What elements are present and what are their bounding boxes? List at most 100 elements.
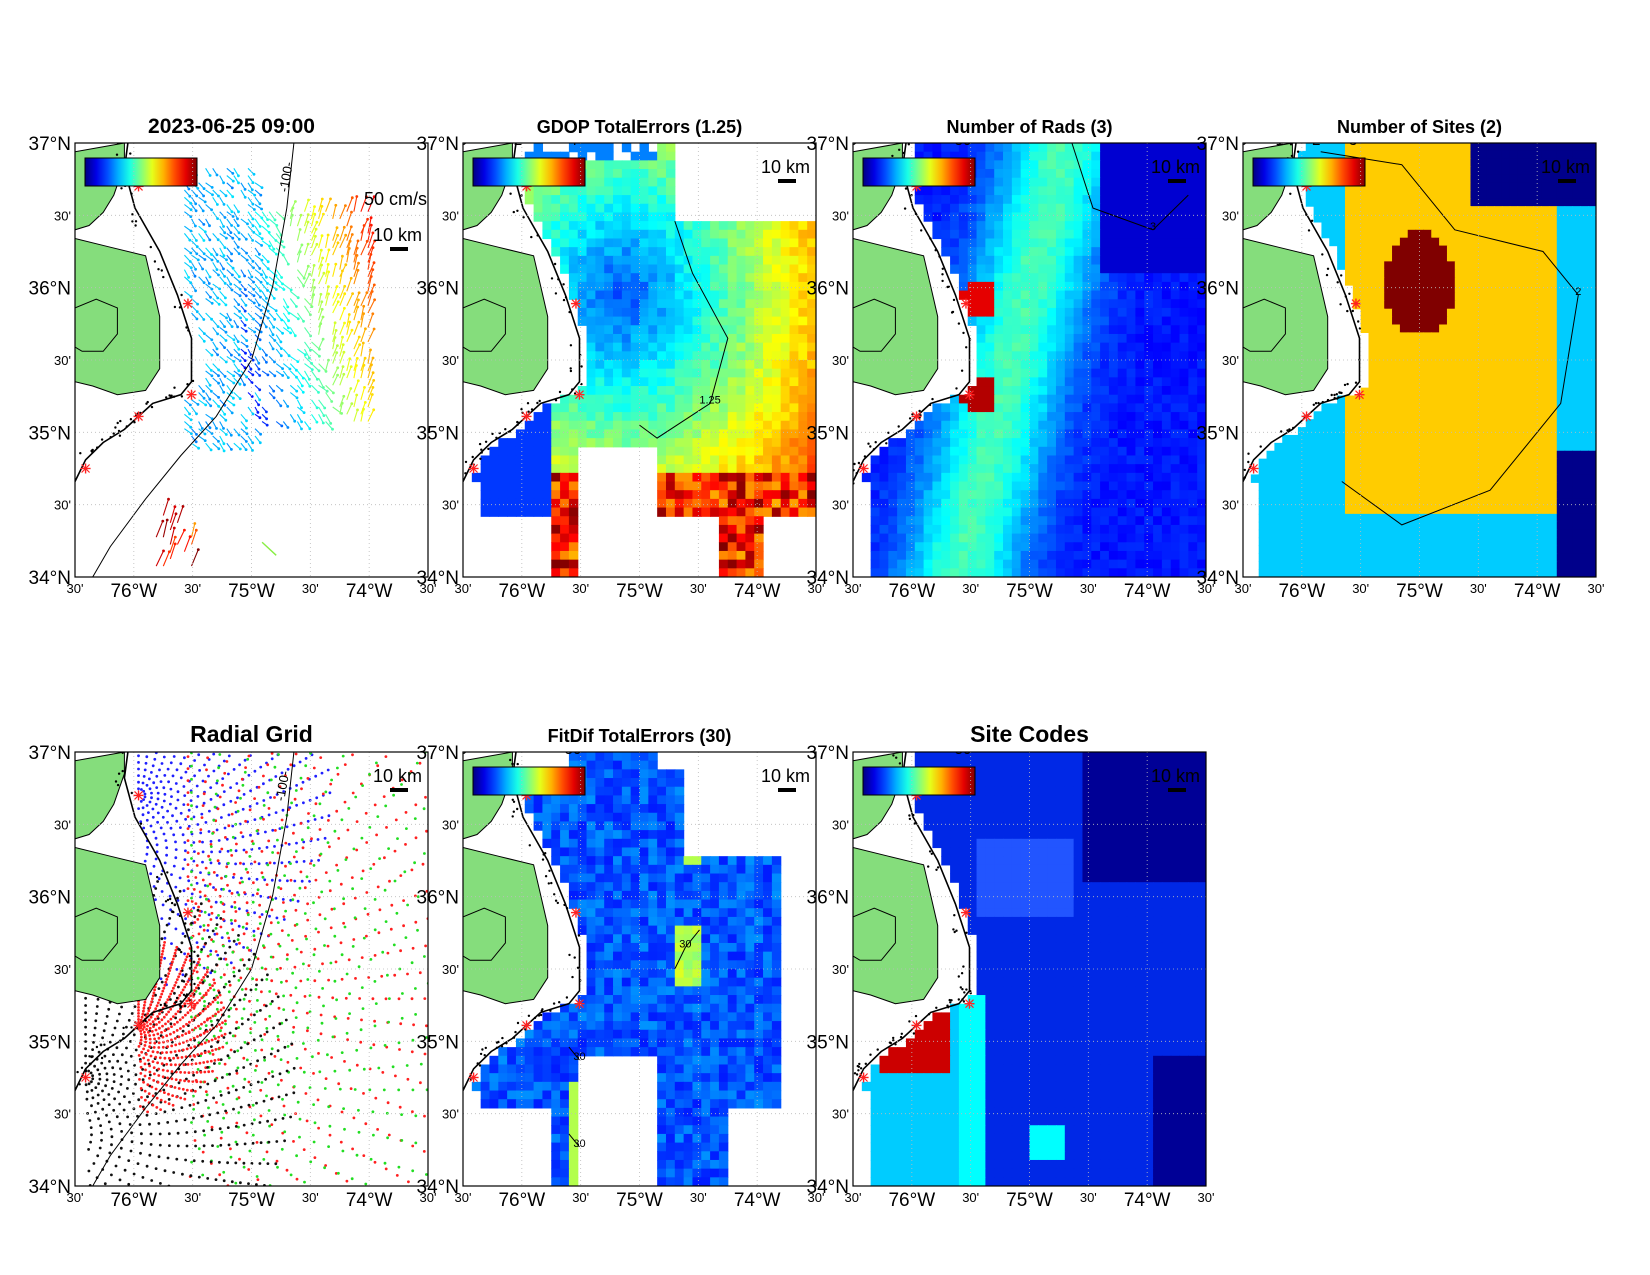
- heatmap-cell: [976, 568, 986, 577]
- heatmap-cell: [674, 490, 685, 500]
- heatmap-cell: [736, 516, 746, 526]
- heatmap-cell: [1144, 212, 1154, 222]
- heatmap-cell: [1541, 143, 1550, 152]
- heatmap-cell: [1003, 360, 1013, 370]
- coast-speck: [569, 369, 573, 373]
- heatmap-cell: [941, 472, 951, 483]
- heatmap-cell: [950, 472, 960, 483]
- heatmap-cell: [683, 342, 694, 352]
- heatmap-cell: [736, 429, 746, 439]
- heatmap-cell: [595, 143, 605, 153]
- heatmap-cell: [914, 568, 925, 577]
- current-vector: [183, 254, 191, 262]
- current-vector-head: [217, 404, 221, 408]
- heatmap-cell: [1073, 255, 1084, 266]
- heatmap-cell: [1197, 186, 1206, 196]
- heatmap-cell: [1548, 143, 1558, 152]
- current-vector-head: [274, 274, 278, 278]
- current-vector-head: [251, 373, 255, 377]
- heatmap-cell: [985, 255, 995, 266]
- current-vector: [310, 294, 315, 306]
- heatmap-cell: [1117, 255, 1128, 266]
- heatmap-cell: [657, 160, 667, 170]
- heatmap-cell: [1003, 377, 1013, 387]
- current-vector-head: [258, 347, 262, 351]
- heatmap-cell: [1117, 247, 1128, 257]
- heatmap-cell: [985, 533, 995, 543]
- heatmap-cell: [1117, 394, 1128, 404]
- current-vector: [367, 380, 375, 393]
- current-vector-head: [301, 390, 305, 394]
- heatmap-cell: [568, 568, 579, 577]
- current-vector-head: [265, 360, 268, 364]
- heatmap-cell: [1360, 143, 1370, 152]
- heatmap-cell: [745, 446, 755, 457]
- heatmap-cell: [701, 255, 711, 266]
- heatmap-cell: [1431, 166, 1440, 176]
- current-vector-head: [231, 273, 234, 277]
- current-vector-head: [259, 289, 262, 293]
- current-vector: [282, 312, 290, 322]
- heatmap-cell: [1360, 269, 1370, 278]
- heatmap-cell: [560, 420, 570, 431]
- heatmap-cell: [1108, 212, 1119, 222]
- heatmap-cell: [763, 255, 773, 266]
- current-vector: [360, 409, 365, 422]
- heatmap-cell: [1509, 292, 1519, 302]
- heatmap-cell: [1329, 190, 1338, 199]
- heatmap-cell: [994, 143, 1004, 153]
- current-vector-head: [331, 427, 334, 431]
- heatmap-cell: [1020, 177, 1031, 187]
- current-vector: [282, 298, 289, 308]
- heatmap-cell: [1556, 174, 1566, 184]
- heatmap-cell: [1073, 412, 1084, 422]
- heatmap-cell: [1091, 464, 1101, 474]
- heatmap-cell: [1117, 524, 1128, 535]
- current-vector: [353, 365, 357, 379]
- current-vector: [339, 205, 346, 220]
- heatmap-cell: [489, 507, 499, 517]
- current-vector-head: [258, 388, 262, 392]
- heatmap-cell: [1161, 368, 1172, 378]
- current-vector-head: [238, 294, 242, 298]
- current-vector-head: [357, 261, 360, 265]
- heatmap-cell: [1126, 516, 1136, 526]
- current-vector-head: [210, 208, 214, 212]
- heatmap-cell: [1548, 237, 1558, 247]
- heatmap-cell: [1462, 261, 1472, 270]
- heatmap-cell: [1188, 143, 1198, 153]
- current-vector: [303, 214, 309, 227]
- heatmap-cell: [967, 394, 978, 404]
- heatmap-cell: [879, 568, 889, 577]
- heatmap-cell: [1073, 299, 1084, 309]
- heatmap-cell: [967, 455, 978, 465]
- panel-title: Number of Rads (3): [946, 117, 1112, 137]
- heatmap-cell: [639, 394, 649, 404]
- heatmap-cell: [604, 307, 614, 318]
- coast-speck: [114, 426, 117, 429]
- heatmap-cell: [771, 360, 782, 370]
- heatmap-cell: [994, 550, 1004, 561]
- heatmap-cell: [1161, 169, 1172, 179]
- heatmap-cell: [976, 516, 986, 526]
- heatmap-cell: [1439, 158, 1448, 168]
- current-vector-head: [355, 254, 359, 257]
- heatmap-cell: [754, 524, 764, 535]
- heatmap-cell: [1003, 412, 1013, 422]
- heatmap-cell: [1100, 333, 1110, 344]
- heatmap-cell: [1100, 186, 1110, 196]
- heatmap-cell: [780, 264, 791, 274]
- heatmap-cell: [1047, 203, 1057, 214]
- current-vector: [339, 308, 345, 321]
- heatmap-cell: [1415, 292, 1425, 302]
- coast-speck: [118, 434, 122, 437]
- heatmap-cell: [604, 281, 614, 292]
- current-vector-head: [223, 325, 227, 328]
- current-vector: [311, 341, 320, 350]
- heatmap-cell: [1170, 325, 1181, 335]
- current-vector: [254, 435, 261, 444]
- current-vector: [219, 218, 225, 227]
- heatmap-cell: [604, 195, 614, 205]
- heatmap-cell: [718, 342, 729, 352]
- heatmap-cell: [1352, 221, 1362, 231]
